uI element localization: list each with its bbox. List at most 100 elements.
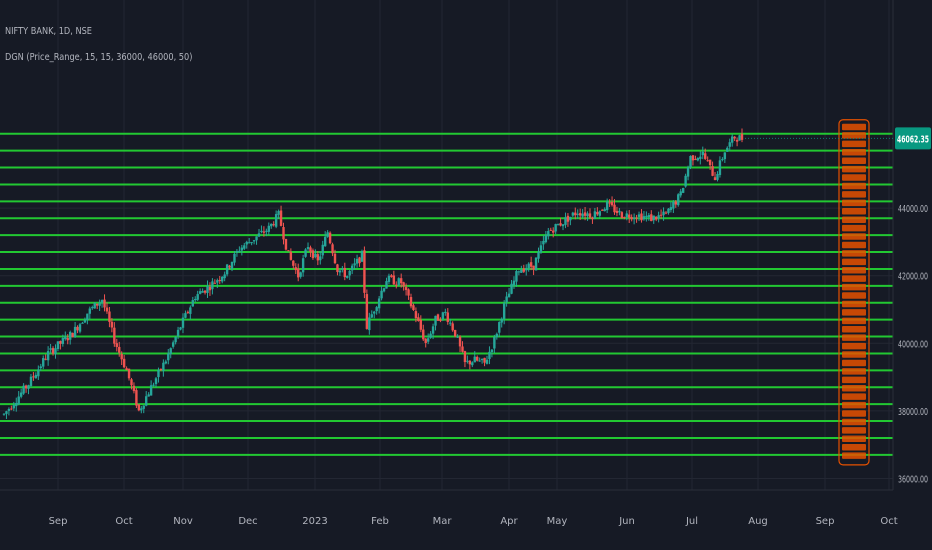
time-tick-label: Apr (500, 516, 518, 527)
candle-body (650, 214, 653, 222)
candle-body (593, 211, 597, 219)
candle-body (436, 314, 440, 321)
candle-body (203, 290, 207, 293)
candle-body (500, 318, 503, 323)
level-label-mark (842, 224, 866, 232)
candle-body (169, 348, 172, 355)
level-label-mark (842, 309, 866, 316)
candle-body (83, 319, 87, 323)
candle-body (7, 408, 11, 411)
candle-body (127, 368, 131, 379)
candle-body (103, 299, 106, 308)
candle-body (373, 311, 376, 314)
candle-body (218, 279, 221, 281)
level-label-mark (842, 359, 866, 367)
level-label-mark (842, 233, 866, 240)
price-axis[interactable]: 44000.00 42000.00 40000.00 38000.00 36000.00 (892, 0, 928, 490)
candle-body (76, 326, 79, 331)
candle-body (292, 260, 295, 266)
candle-body (81, 322, 84, 324)
level-label-mark (842, 182, 866, 190)
time-tick-label: Sep (816, 516, 835, 527)
candle-body (390, 275, 393, 277)
candle-body (5, 411, 8, 414)
candle-body (409, 297, 413, 307)
candle-body (350, 265, 354, 271)
candle-body (157, 369, 160, 378)
candle-body (706, 160, 709, 162)
candle-body (488, 351, 491, 360)
candle-body (174, 337, 177, 343)
candle-body (632, 217, 636, 219)
candle-body (39, 366, 42, 369)
candle-body (662, 211, 665, 216)
symbol-legend: NIFTY BANK, 1D, NSE (5, 26, 92, 37)
candle-body (113, 327, 116, 344)
candle-body (495, 333, 499, 338)
level-label-mark (842, 326, 866, 333)
candle-body (382, 288, 386, 292)
candle-body (267, 225, 270, 232)
candle-body (456, 336, 459, 338)
candle-body (429, 333, 432, 338)
candle-body (301, 258, 305, 273)
candle-body (240, 247, 244, 251)
candle-body (578, 213, 582, 216)
candle-body (549, 229, 552, 231)
time-tick-label: Dec (238, 516, 257, 527)
candle-body (674, 201, 678, 205)
candle-body (652, 215, 655, 221)
candle-body (179, 327, 182, 330)
candle-body (68, 331, 72, 340)
time-tick-label: Feb (371, 516, 389, 527)
candle-body (458, 336, 462, 347)
candle-body (208, 287, 212, 291)
candle-body (346, 275, 349, 278)
candle-body (645, 215, 648, 217)
candle-body (721, 159, 724, 161)
candle-body (110, 321, 114, 328)
time-tick-label: Mar (433, 516, 453, 527)
candle-body (98, 302, 101, 306)
candle-body (147, 394, 150, 397)
candle-body (505, 296, 508, 303)
candle-body (287, 250, 290, 252)
level-label-mark (842, 393, 866, 400)
candle-body (667, 208, 670, 213)
candle-body (233, 253, 236, 263)
candle-body (10, 408, 13, 410)
candle-body (738, 135, 741, 141)
time-axis[interactable]: Sep Oct Nov Dec 2023 Feb Mar Apr May Jun Jul Aug Sep… (0, 489, 898, 527)
level-label-mark (842, 427, 866, 434)
candle-body (299, 272, 302, 277)
candle-body (73, 326, 77, 338)
level-label-mark (842, 401, 866, 409)
candle-body (728, 142, 731, 147)
chart-grid (0, 0, 893, 490)
candle-body (252, 240, 256, 242)
candle-body (730, 136, 734, 143)
candle-body (556, 224, 560, 226)
candle-body (647, 215, 651, 218)
candle-body (679, 191, 682, 196)
candle-body (625, 213, 628, 218)
candle-body (115, 343, 118, 347)
candle-body (64, 336, 67, 340)
candle-body (211, 281, 214, 290)
candle-body (392, 275, 396, 285)
candle-body (635, 217, 638, 219)
indicator-legend[interactable]: DGN (Price_Range, 15, 15, 36000, 46000, … (5, 52, 193, 63)
candle-body (54, 348, 57, 355)
candle-body (554, 224, 557, 232)
last-price-badge-bg (895, 127, 931, 150)
candle-body (309, 247, 312, 252)
candle-body (321, 244, 324, 256)
price-tick-label: 44000.00 (898, 204, 928, 215)
level-label-mark (842, 283, 866, 291)
candle-body (532, 265, 535, 270)
candle-body (184, 313, 187, 318)
candle-body (605, 201, 609, 211)
candle-body (529, 262, 533, 267)
candle-body (289, 251, 293, 260)
